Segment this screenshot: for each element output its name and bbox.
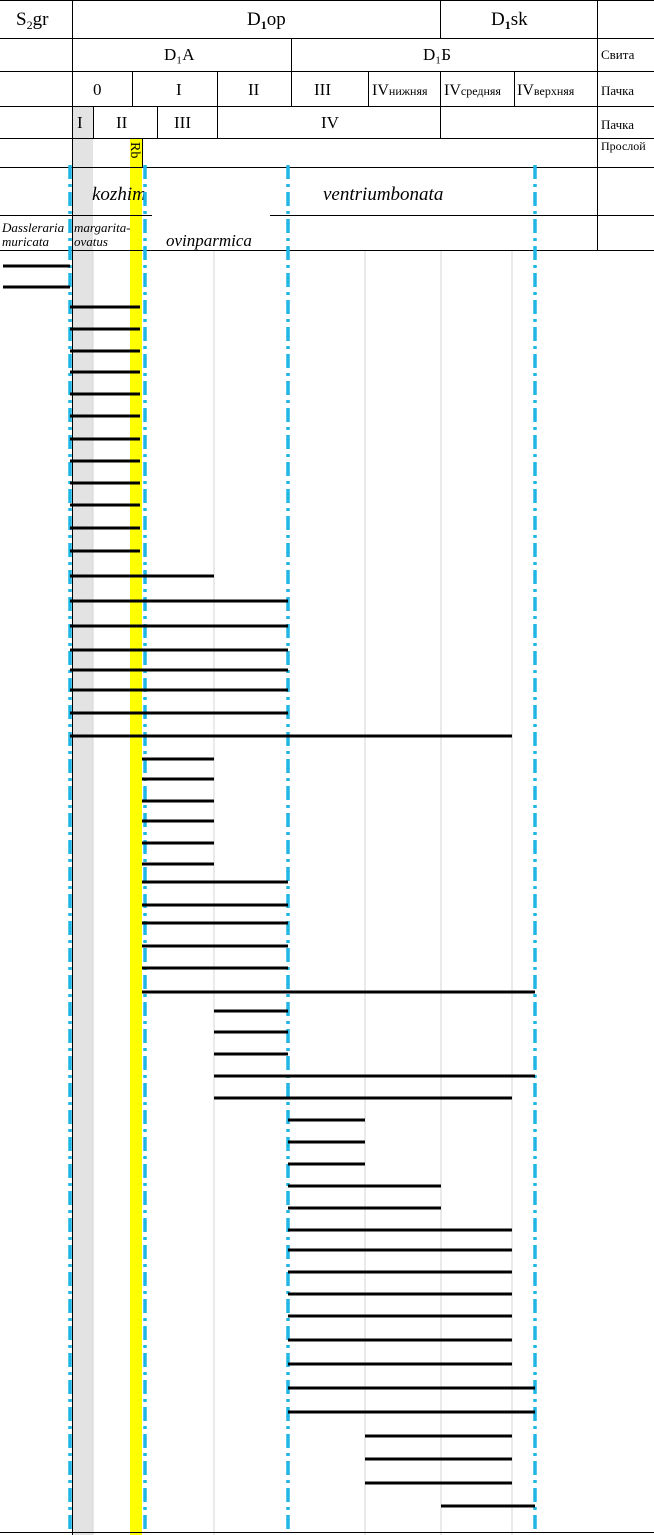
zone-kozhim: kozhim — [92, 184, 146, 205]
svita-d1op: D1op — [247, 9, 286, 32]
subzone-margarita: margarita- — [74, 220, 131, 235]
pachka-III: III — [314, 80, 331, 99]
unit-IV: IV — [321, 113, 340, 132]
svita-label: Свита — [601, 47, 635, 62]
pachka-I: I — [176, 80, 182, 99]
subzone-ovatus: ovatus — [74, 234, 108, 249]
layer-label: Прослой — [601, 139, 646, 153]
label-mask — [152, 170, 270, 222]
unit-II: II — [116, 113, 128, 132]
subzone-dassleraria: Dassleraria — [1, 220, 65, 235]
unit-III: III — [174, 113, 191, 132]
grey-band-unit-I — [72, 106, 93, 1535]
yellow-band-rb-layer — [130, 138, 142, 1535]
pachka-IV-upper: IVверхняя — [517, 82, 575, 99]
header-row-svita: S2gr D1op D1sk Свита — [16, 9, 635, 62]
subsvita-d1b: D₁Б — [423, 45, 451, 64]
subsvita-d1a: D₁A — [164, 45, 195, 64]
header-row-pachka: 0 I II III IVнижняя IVсредняя IVверхняя … — [93, 80, 634, 99]
svita-d1sk: D1sk — [491, 9, 528, 32]
zone-ventriumbonata: ventriumbonata — [323, 184, 443, 205]
pachka-label-2: Пачка — [601, 117, 634, 132]
species-range-bars — [3, 264, 535, 1508]
pachka-IV-middle: IVсредняя — [444, 82, 501, 99]
header-row-subzones: Dassleraria muricata margarita- ovatus o… — [1, 220, 252, 250]
header-row-pachka-2: I II III IV Пачка — [77, 113, 634, 132]
body-column-dividers — [92, 250, 513, 1535]
pachka-II: II — [248, 80, 260, 99]
subzone-ovinparmica: ovinparmica — [166, 231, 252, 250]
rb-layer-label: Rb — [127, 142, 142, 158]
pachka-label-1: Пачка — [601, 83, 634, 98]
subzone-muricata: muricata — [2, 234, 49, 249]
header-row-zones: kozhim ventriumbonata — [92, 184, 443, 205]
unit-I: I — [77, 113, 83, 132]
header-row-subsvita: D₁A D₁Б — [164, 45, 451, 64]
pachka-0: 0 — [93, 80, 102, 99]
header-row-layer: Rb Прослой — [127, 139, 646, 158]
svita-s2gr: S2gr — [16, 9, 49, 32]
pachka-IV-lower: IVнижняя — [372, 82, 428, 99]
